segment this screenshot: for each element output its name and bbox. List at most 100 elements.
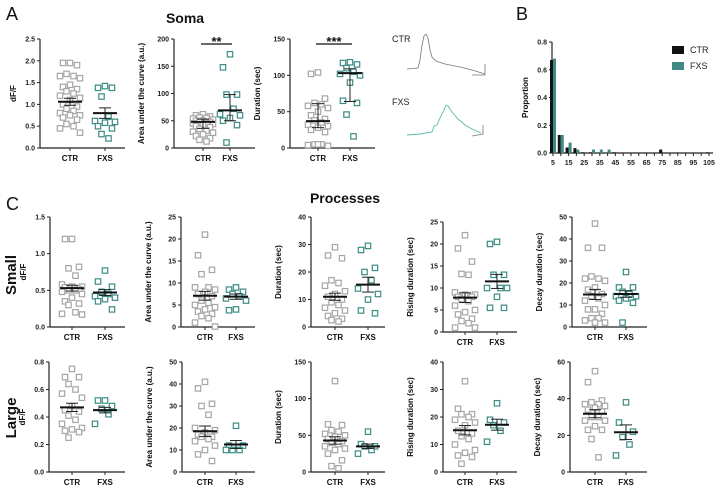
- y-tick-label: 0: [281, 146, 285, 153]
- data-point-ctr: [65, 434, 72, 441]
- data-point-ctr: [58, 310, 66, 318]
- data-point-ctr: [205, 284, 212, 291]
- row-label-large: Large: [3, 398, 20, 439]
- y-axis-label: Area under the curve (a.u.): [145, 366, 154, 468]
- data-point-ctr: [68, 365, 76, 373]
- y-tick-label: 0: [302, 470, 306, 477]
- bar-ctr: [581, 152, 585, 153]
- data-point-ctr: [601, 277, 609, 285]
- data-point-fxs: [239, 442, 247, 449]
- data-point-ctr: [468, 453, 476, 461]
- y-tick-label: 0: [434, 330, 438, 337]
- data-point-ctr: [601, 417, 609, 424]
- y-tick-label: 30: [430, 387, 438, 394]
- fxs-scale-bar: [471, 125, 484, 137]
- y-tick-label: 0.0: [537, 151, 547, 158]
- data-point-fxs: [94, 298, 102, 305]
- x-tick-label-ctr: CTR: [195, 154, 212, 163]
- data-point-fxs: [108, 125, 116, 132]
- data-point-ctr: [595, 413, 602, 421]
- y-tick-label: 150: [294, 360, 306, 367]
- data-point-ctr: [66, 59, 74, 67]
- dot-plot-a2: 0 50 100 150 200 Area under the curve (a.u.) C…: [137, 34, 255, 163]
- bar-ctr: [589, 152, 592, 153]
- data-point-ctr: [307, 126, 315, 134]
- bar-ctr: [565, 147, 569, 153]
- x-tick-label: 55: [627, 160, 635, 167]
- data-point-fxs: [94, 397, 102, 404]
- data-point-ctr: [63, 120, 70, 128]
- data-point-ctr: [584, 426, 592, 434]
- y-axis-label: Duration (sec): [274, 390, 283, 444]
- y-tick-label: 0: [172, 325, 176, 332]
- data-point-fxs: [343, 64, 350, 72]
- data-point-ctr: [451, 302, 459, 309]
- data-point-fxs: [622, 268, 630, 276]
- data-point-ctr: [591, 319, 599, 326]
- data-point-ctr: [70, 90, 77, 97]
- bar-ctr: [573, 148, 577, 153]
- data-point-ctr: [72, 272, 79, 279]
- bar-fxs: [599, 149, 603, 153]
- data-point-ctr: [341, 287, 349, 295]
- x-tick-label-fxs: FXS: [489, 478, 505, 486]
- data-point-ctr: [465, 319, 472, 327]
- data-point-ctr: [208, 310, 216, 318]
- data-point-ctr: [584, 244, 592, 252]
- data-point-ctr: [335, 428, 342, 435]
- data-point-ctr: [591, 220, 599, 227]
- data-point-ctr: [595, 275, 602, 282]
- data-point-fxs: [354, 450, 362, 457]
- bar-fxs: [607, 149, 611, 153]
- data-point-ctr: [598, 426, 606, 434]
- dot-plot-d3: 0 50 100 150 Duration (sec) CTR FXS: [274, 360, 385, 486]
- y-tick-label: 5: [172, 303, 176, 310]
- data-point-fxs: [629, 284, 637, 291]
- y-tick-label: 0.2: [537, 123, 547, 130]
- data-point-fxs: [108, 306, 116, 313]
- data-point-fxs: [239, 288, 247, 296]
- data-point-fxs: [222, 446, 230, 454]
- data-point-ctr: [73, 116, 81, 123]
- data-point-ctr: [211, 426, 219, 434]
- data-point-fxs: [98, 405, 105, 413]
- x-tick-label-ctr: CTR: [327, 478, 344, 486]
- data-point-ctr: [211, 323, 219, 330]
- y-tick-label: 10: [430, 286, 438, 293]
- panel-label-b: B: [516, 4, 528, 24]
- data-point-fxs: [500, 304, 508, 312]
- data-point-ctr: [458, 432, 465, 440]
- data-point-fxs: [364, 242, 372, 250]
- data-point-fxs: [105, 135, 112, 142]
- data-point-ctr: [338, 421, 346, 429]
- data-point-ctr: [324, 421, 332, 428]
- data-point-ctr: [70, 107, 77, 115]
- x-tick-label-ctr: CTR: [310, 154, 327, 163]
- data-point-ctr: [205, 411, 212, 419]
- x-tick-label: 5: [551, 160, 555, 167]
- y-tick-label: 10: [169, 448, 177, 455]
- x-tick-label: 95: [690, 160, 698, 167]
- data-point-ctr: [465, 271, 472, 279]
- data-point-ctr: [591, 367, 599, 375]
- data-point-ctr: [56, 92, 64, 99]
- data-point-ctr: [203, 138, 210, 145]
- data-point-ctr: [581, 400, 589, 408]
- data-point-ctr: [59, 114, 67, 121]
- bar-ctr: [550, 60, 553, 153]
- ctr-scale-bar: [472, 64, 486, 76]
- x-tick-label-fxs: FXS: [360, 478, 376, 486]
- y-axis-label: dF/F: [19, 263, 28, 280]
- data-point-fxs: [91, 420, 99, 428]
- y-tick-label: 0: [302, 325, 306, 332]
- data-point-ctr: [461, 308, 469, 316]
- data-point-fxs: [111, 294, 119, 301]
- dot-plot-c5: 0 10 20 30 40 50 Decay duration (sec) CTR FXS: [535, 215, 647, 342]
- y-tick-label: 2.5: [25, 37, 35, 44]
- data-point-ctr: [471, 324, 479, 331]
- data-point-ctr: [468, 258, 476, 265]
- y-tick-label: 30: [298, 242, 306, 249]
- y-axis-label: Decay duration (sec): [535, 232, 544, 311]
- x-tick-label-fxs: FXS: [97, 478, 113, 486]
- row-label-small: Small: [3, 255, 20, 295]
